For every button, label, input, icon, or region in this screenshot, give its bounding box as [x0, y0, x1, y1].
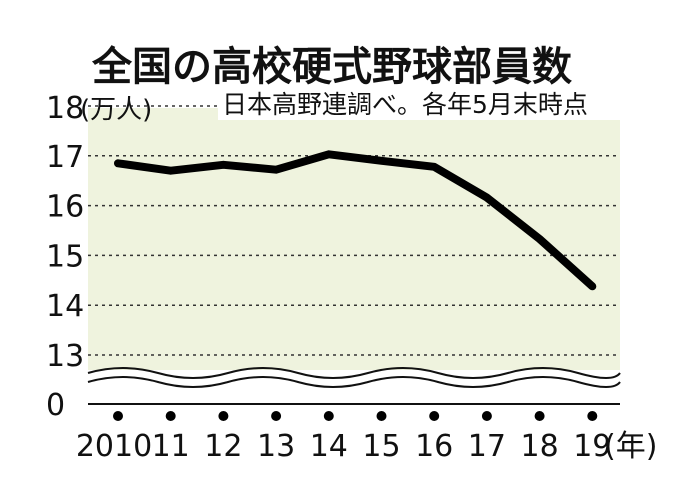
y-tick-label-13: 13: [46, 339, 84, 374]
series-line: [114, 150, 597, 291]
x-marker-11: [165, 411, 176, 421]
plot-background: [88, 108, 620, 370]
y-tick-label-16: 16: [46, 190, 84, 225]
x-axis-labels: 2010 11 12 13 14 15 16 17 18 19: [76, 429, 612, 464]
axis-break: [87, 367, 621, 388]
x-tick-label-11: 11: [152, 429, 190, 464]
x-tick-label-16: 16: [415, 429, 453, 464]
x-tick-label-19: 19: [573, 429, 611, 464]
axis-break-gap: [88, 370, 620, 378]
x-tick-label-15: 15: [362, 429, 400, 464]
y-tick-label-15: 15: [46, 239, 84, 274]
x-marker-15: [376, 411, 387, 421]
x-marker-19: [587, 411, 598, 421]
y-tick-label-17: 17: [46, 140, 84, 175]
x-tick-label-2010: 2010: [76, 429, 152, 464]
y-axis-labels: 17 16 15 14 13 0 18: [46, 91, 84, 423]
source-note: 日本高野連調べ。各年5月末時点: [222, 90, 588, 119]
x-marker-13: [271, 411, 282, 421]
y-axis-unit: (万人): [80, 95, 152, 125]
x-marker-17: [481, 411, 492, 421]
x-tick-label-17: 17: [468, 429, 506, 464]
y-tick-label-0: 0: [46, 388, 65, 423]
axis-break-wave-upper: [87, 367, 621, 379]
x-marker-2010: [113, 411, 123, 421]
x-axis-markers: [113, 411, 598, 421]
x-marker-14: [323, 411, 334, 421]
axis-break-wave-lower: [87, 376, 621, 388]
x-marker-18: [534, 411, 545, 421]
y-tick-label-14: 14: [46, 289, 84, 324]
x-axis-unit: (年): [604, 429, 657, 464]
x-tick-label-18: 18: [521, 429, 559, 464]
chart-title: 全国の高校硬式野球部員数: [91, 44, 572, 90]
x-marker-16: [429, 411, 440, 421]
x-marker-12: [218, 411, 229, 421]
source-note-background: [218, 86, 620, 120]
x-tick-label-13: 13: [257, 429, 295, 464]
x-tick-label-14: 14: [310, 429, 348, 464]
y-tick-label-18: 18: [46, 91, 84, 126]
x-tick-label-12: 12: [204, 429, 242, 464]
